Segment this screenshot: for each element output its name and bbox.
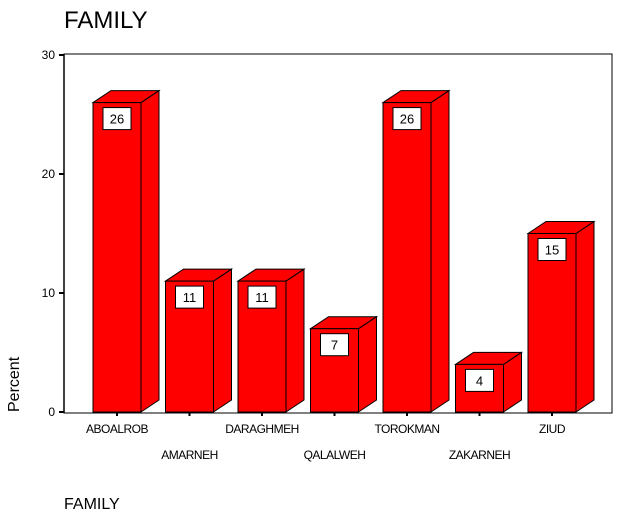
- x-tick-label: TOROKMAN: [374, 422, 439, 436]
- data-label: 26: [400, 112, 414, 127]
- data-label: 26: [110, 112, 124, 127]
- data-label-box: [392, 107, 422, 131]
- bar-qalalweh: 7: [308, 315, 379, 413]
- bar-front: [382, 102, 432, 413]
- bar-side: [213, 268, 232, 413]
- data-label-box: [102, 107, 132, 131]
- y-axis: 0 10 20 30: [42, 48, 65, 419]
- data-label: 15: [545, 243, 559, 258]
- x-tick-label: ZIUD: [539, 422, 566, 436]
- data-label-box: [465, 368, 494, 392]
- x-tick-label: ZAKARNEH: [449, 448, 510, 462]
- x-axis: ABOALROB AMARNEH DARAGHMEH QALALWEH TOROKMAN…: [86, 412, 566, 462]
- data-label: 4: [476, 373, 483, 388]
- x-tick-label: QALALWEH: [304, 448, 366, 462]
- bar-side: [358, 315, 377, 413]
- bar-daraghmeh: 11: [236, 268, 306, 413]
- bar-torokman: 26: [381, 89, 451, 413]
- data-label-box: [537, 238, 567, 261]
- data-label-box: [247, 285, 277, 309]
- y-tick-label: 20: [42, 167, 56, 181]
- bar-amarneh: 11: [163, 268, 234, 413]
- bar-aboalrob: 26: [91, 89, 161, 413]
- bar-front: [92, 102, 142, 413]
- x-tick-label: ABOALROB: [86, 422, 149, 436]
- bar-side: [575, 220, 595, 413]
- bar-zakarneh: 4: [453, 351, 524, 413]
- chart-title: FAMILY: [64, 7, 148, 34]
- bar-front: [527, 233, 577, 413]
- data-label: 11: [183, 290, 197, 305]
- data-label-box: [175, 285, 204, 309]
- bar-ziud: 15: [526, 220, 596, 413]
- x-axis-label: FAMILY: [64, 496, 120, 513]
- x-tick-label: DARAGHMEH: [225, 422, 299, 436]
- y-tick-label: 10: [42, 286, 56, 300]
- x-tick-label: AMARNEH: [161, 448, 218, 462]
- y-axis-label: Percent: [6, 356, 23, 412]
- bars: 26 11 11 7 26 4 15: [91, 89, 596, 413]
- bar-side: [140, 89, 160, 413]
- data-label-box: [320, 333, 349, 357]
- data-label: 11: [255, 290, 269, 305]
- data-label: 7: [331, 338, 338, 353]
- y-tick-label: 0: [48, 405, 55, 419]
- bar-side: [285, 268, 305, 413]
- y-tick-label: 30: [42, 48, 56, 62]
- bar-side: [430, 89, 450, 413]
